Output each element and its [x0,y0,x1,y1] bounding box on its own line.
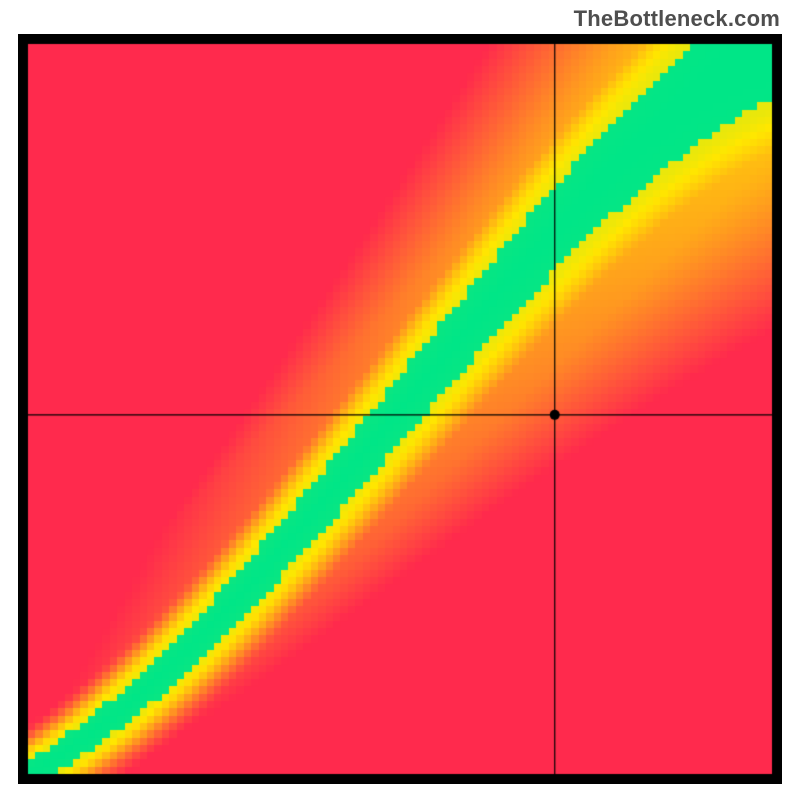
watermark-text: TheBottleneck.com [574,6,780,32]
bottleneck-heatmap [18,34,782,784]
